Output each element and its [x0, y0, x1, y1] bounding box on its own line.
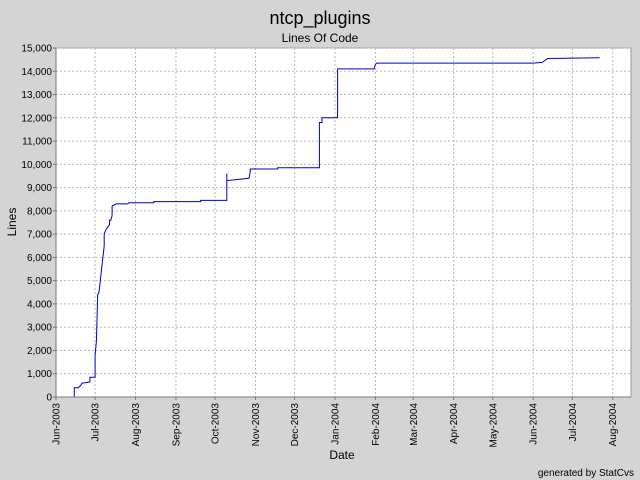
y-tick-label: 5,000: [27, 276, 52, 287]
footer-credit: generated by StatCvs: [538, 468, 634, 479]
y-tick-label: 9,000: [27, 183, 52, 194]
plot-area: [55, 47, 632, 398]
x-tick-label: Sep-2003: [171, 403, 182, 447]
y-tick-label: 13,000: [21, 90, 52, 101]
x-tick-label: Mar-2004: [409, 403, 420, 446]
x-tick-label: Feb-2004: [371, 403, 382, 446]
x-tick-label: Apr-2004: [449, 403, 460, 445]
y-tick-label: 12,000: [21, 113, 52, 124]
x-tick-label: May-2004: [488, 403, 499, 448]
x-tick-label: Jan-2004: [331, 403, 342, 445]
y-tick-label: 14,000: [21, 67, 52, 78]
chart-title: ntcp_plugins: [269, 8, 370, 29]
x-tick-label: Oct-2003: [211, 403, 222, 445]
y-tick-label: 3,000: [27, 323, 52, 334]
y-tick-label: 4,000: [27, 299, 52, 310]
y-tick-label: 0: [46, 393, 52, 404]
y-tick-label: 10,000: [21, 160, 52, 171]
series-layer: [73, 57, 600, 397]
x-tick-label: Jun-2003: [52, 403, 63, 445]
x-tick-label: Aug-2003: [131, 403, 142, 447]
x-axis-title: Date: [329, 448, 355, 462]
y-tick-label: 2,000: [27, 346, 52, 357]
series-line-0: [73, 57, 600, 397]
x-tick-label: Aug-2004: [608, 403, 619, 447]
y-tick-label: 15,000: [21, 44, 52, 55]
x-tick-label: Jul-2004: [568, 403, 579, 442]
x-tick-label: Jul-2003: [91, 403, 102, 442]
y-axis-title: Lines: [5, 208, 19, 237]
tick-label-layer: 0 1,000 2,000 3,000 4,000 5,000 6,000 7,000 8,00…: [21, 44, 619, 448]
chart-subtitle: Lines Of Code: [282, 31, 359, 45]
y-tick-label: 1,000: [27, 369, 52, 380]
y-tick-label: 6,000: [27, 253, 52, 264]
x-tick-label: Jun-2004: [529, 403, 540, 445]
y-tick-label: 11,000: [22, 137, 52, 148]
y-tick-label: 8,000: [27, 206, 52, 217]
x-tick-label: Nov-2003: [251, 403, 262, 447]
x-tick-label: Dec-2003: [290, 403, 301, 447]
y-tick-label: 7,000: [27, 230, 52, 241]
